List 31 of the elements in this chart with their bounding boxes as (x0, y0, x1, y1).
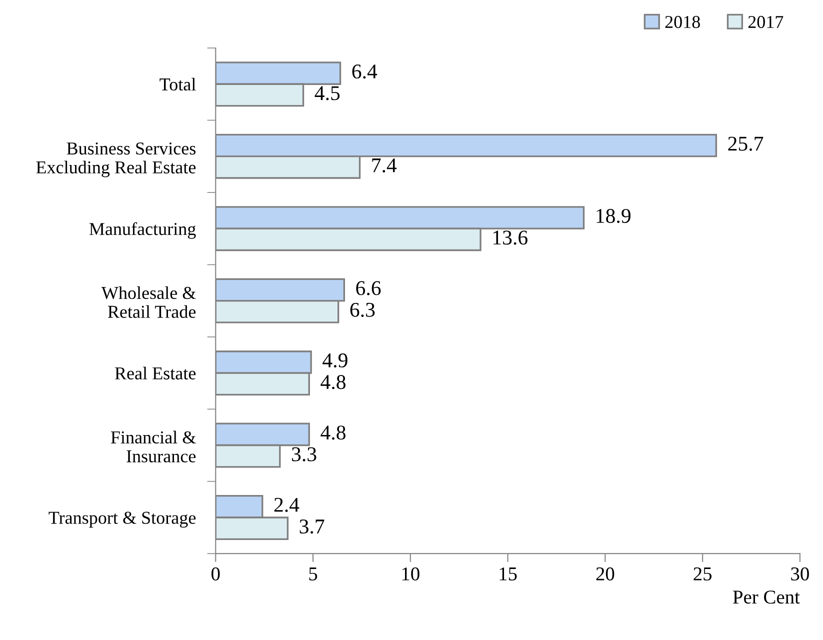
y-tick-label: Financial & Insurance (110, 430, 196, 462)
data-label: 18.9 (596, 208, 630, 224)
x-axis-title: Per Cent (733, 590, 800, 604)
data-label: 25.7 (728, 136, 764, 151)
y-tick-label: Wholesale & Retail Trade (101, 286, 196, 318)
y-tick-label: Business Services Excluding Real Estate (36, 142, 196, 178)
legend-label: 2017 (748, 16, 784, 28)
x-tick-label: 20 (596, 567, 614, 580)
x-tick-label: 15 (500, 567, 517, 580)
y-tick-label: Transport & Storage (48, 512, 196, 528)
data-label: 13.6 (493, 230, 528, 245)
y-tick-label: Total (160, 78, 196, 91)
data-label: 6.3 (350, 302, 375, 317)
legend-label: 2018 (665, 16, 700, 28)
data-label: 4.5 (314, 86, 340, 100)
data-label: 6.6 (356, 281, 381, 296)
x-tick-label: 10 (402, 567, 420, 580)
data-label: 6.4 (352, 64, 378, 79)
x-tick-label: 0 (212, 567, 220, 580)
data-label: 3.3 (292, 447, 316, 462)
data-label: 4.9 (322, 353, 348, 368)
y-tick-label: Real Estate (114, 366, 196, 380)
data-label: 7.4 (372, 158, 397, 172)
y-tick-label: Manufacturing (89, 222, 196, 239)
x-tick-label: 30 (791, 567, 809, 580)
x-tick-label: 5 (309, 568, 318, 580)
data-label: 4.8 (320, 375, 346, 390)
data-label: 4.8 (320, 426, 346, 440)
data-label: 2.4 (274, 498, 300, 512)
data-label: 3.7 (300, 520, 324, 534)
x-tick-label: 25 (694, 567, 712, 580)
